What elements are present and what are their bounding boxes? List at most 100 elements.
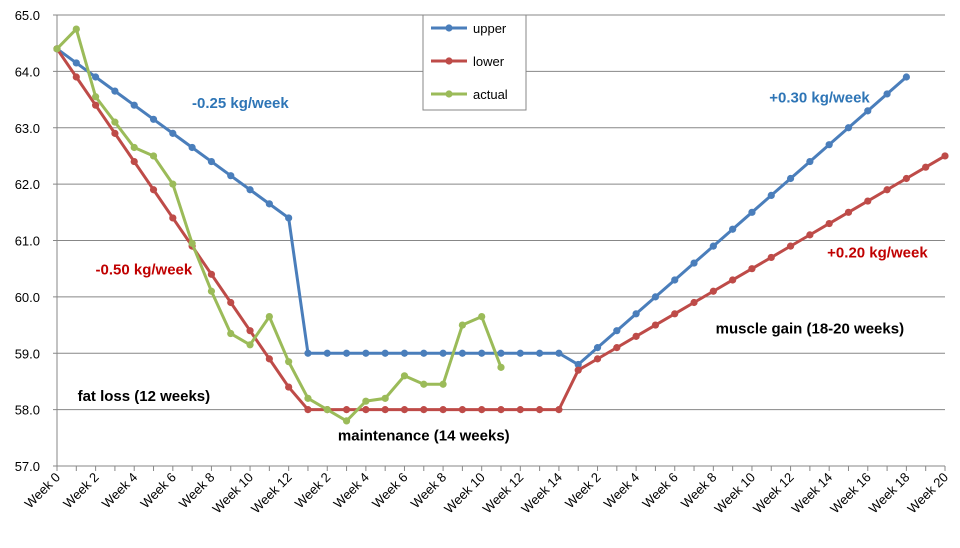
x-tick-label: Week 6 xyxy=(639,470,681,512)
data-point-upper xyxy=(902,73,910,81)
y-tick-label: 65.0 xyxy=(15,8,40,23)
annotation-label: maintenance (14 weeks) xyxy=(338,428,510,445)
x-tick-label: Week 10 xyxy=(441,470,488,517)
data-point-lower xyxy=(227,298,235,307)
y-tick-label: 62.0 xyxy=(15,177,40,192)
data-point-lower xyxy=(516,406,524,414)
data-point-upper xyxy=(632,310,640,318)
data-point-lower xyxy=(902,174,910,183)
x-tick-label: Week 10 xyxy=(209,470,256,517)
annotation-label: +0.20 kg/week xyxy=(827,244,928,261)
data-point-lower xyxy=(844,208,853,216)
data-point-upper xyxy=(748,208,756,216)
x-tick-label: Week 18 xyxy=(866,470,913,517)
data-point-upper xyxy=(516,349,524,357)
data-point-upper xyxy=(381,349,389,357)
legend-marker-lower xyxy=(445,57,453,65)
data-point-upper xyxy=(265,200,273,208)
data-point-actual xyxy=(362,397,370,405)
data-point-upper xyxy=(613,327,621,335)
data-point-lower xyxy=(709,287,717,295)
legend-marker-upper xyxy=(445,24,453,32)
y-tick-label: 63.0 xyxy=(15,121,40,136)
y-tick-label: 60.0 xyxy=(15,290,40,305)
data-point-upper xyxy=(458,349,466,357)
x-tick-label: Week 6 xyxy=(369,470,411,512)
data-point-lower xyxy=(729,276,737,284)
x-tick-label: Week 2 xyxy=(292,470,334,512)
data-point-upper xyxy=(304,349,312,357)
data-point-actual xyxy=(420,380,428,388)
data-point-actual xyxy=(323,406,331,414)
data-point-upper xyxy=(92,73,100,81)
data-point-upper xyxy=(806,157,814,166)
legend-label-actual: actual xyxy=(473,87,508,102)
data-point-lower xyxy=(207,270,216,278)
data-point-upper xyxy=(227,172,235,180)
x-tick-label: Week 14 xyxy=(518,470,565,517)
data-point-lower xyxy=(304,406,312,414)
data-point-lower xyxy=(922,163,930,171)
annotation-label: muscle gain (18-20 weeks) xyxy=(716,321,904,338)
data-point-upper xyxy=(323,349,331,357)
x-tick-label: Week 10 xyxy=(711,470,758,517)
annotation-label: +0.30 kg/week xyxy=(769,89,870,106)
annotation-label: -0.25 kg/week xyxy=(192,95,289,112)
data-point-upper xyxy=(536,349,544,357)
data-point-lower xyxy=(767,253,775,262)
data-point-upper xyxy=(342,349,351,357)
data-point-actual xyxy=(265,313,273,321)
x-tick-label: Week 4 xyxy=(330,470,372,512)
annotation-label: fat loss (12 weeks) xyxy=(78,388,211,405)
data-point-actual xyxy=(111,118,119,126)
data-point-upper xyxy=(593,344,602,352)
annotations: -0.25 kg/week -0.50 kg/week fat loss (12 w… xyxy=(78,89,929,444)
x-tick-label: Week 6 xyxy=(137,470,179,512)
data-point-upper xyxy=(767,191,775,199)
data-point-actual xyxy=(149,152,158,160)
data-point-lower xyxy=(285,383,293,391)
data-point-actual xyxy=(53,45,61,53)
data-point-upper xyxy=(362,349,370,357)
legend: upper lower actual xyxy=(422,14,527,111)
data-point-lower xyxy=(149,186,158,194)
data-point-actual xyxy=(169,180,177,188)
x-tick-label: Week 16 xyxy=(827,470,874,517)
data-point-upper xyxy=(130,101,138,109)
data-point-lower xyxy=(632,332,640,340)
data-point-actual xyxy=(188,239,196,247)
y-tick-label: 59.0 xyxy=(15,346,40,361)
data-point-actual xyxy=(497,363,505,371)
x-tick-label: Week 20 xyxy=(904,470,951,517)
data-point-lower xyxy=(265,355,273,363)
data-point-upper xyxy=(574,360,582,369)
data-point-lower xyxy=(651,321,660,329)
data-point-lower xyxy=(613,344,621,352)
data-point-lower xyxy=(246,327,254,335)
x-tick-label: Week 4 xyxy=(601,470,643,512)
x-tick-label: Week 0 xyxy=(22,470,64,512)
data-point-lower xyxy=(400,406,409,414)
annotation-label: -0.50 kg/week xyxy=(96,261,193,278)
data-point-upper xyxy=(207,157,216,166)
data-point-lower xyxy=(92,101,100,109)
data-point-lower xyxy=(169,214,177,222)
data-point-upper xyxy=(72,59,80,67)
data-point-actual xyxy=(478,313,486,321)
data-point-upper xyxy=(246,186,254,194)
x-tick-label: Week 14 xyxy=(789,470,836,517)
data-point-actual xyxy=(72,25,80,33)
series-group xyxy=(53,25,949,425)
data-point-upper xyxy=(497,349,505,357)
data-point-lower xyxy=(420,406,428,414)
data-point-lower xyxy=(864,197,872,205)
data-point-upper xyxy=(439,349,447,357)
y-tick-label: 61.0 xyxy=(15,234,40,249)
x-tick-label: Week 12 xyxy=(480,470,527,517)
x-tick-label: Week 4 xyxy=(99,470,141,512)
data-point-actual xyxy=(285,358,293,366)
data-point-upper xyxy=(149,115,158,123)
data-point-upper xyxy=(400,349,409,357)
data-point-actual xyxy=(342,417,351,425)
data-point-lower xyxy=(806,231,814,239)
